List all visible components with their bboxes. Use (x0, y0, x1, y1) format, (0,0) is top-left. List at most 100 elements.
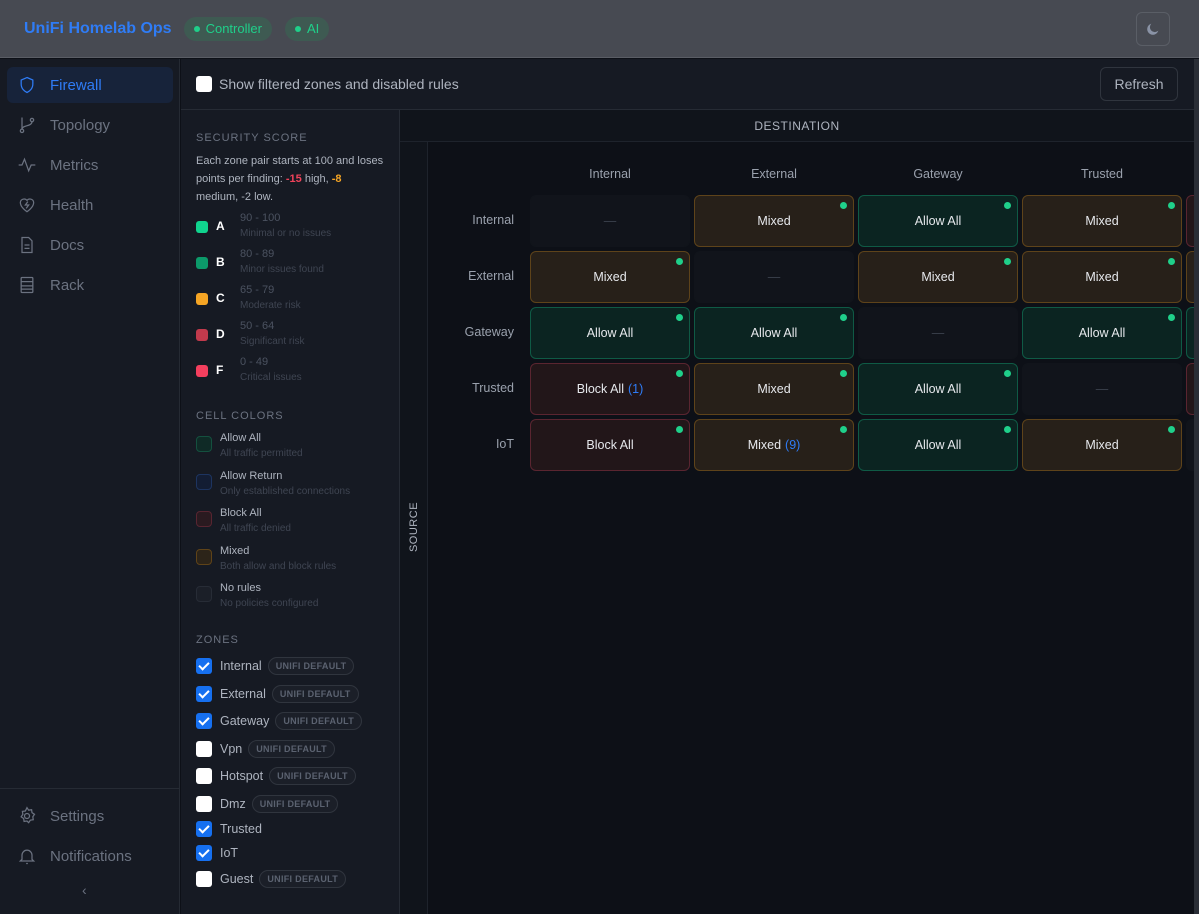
zone-checkbox[interactable] (196, 768, 212, 784)
zone-name[interactable]: Vpn (220, 742, 243, 756)
matrix-cell[interactable]: Allow All (1022, 307, 1182, 359)
row-header: IoT (495, 437, 514, 451)
zone-name[interactable]: Trusted (220, 822, 262, 836)
app-title[interactable]: UniFi Homelab Ops (24, 19, 172, 37)
sidebar-item-notifications[interactable]: Notifications (7, 838, 173, 874)
scrollbar[interactable] (1194, 59, 1199, 914)
theme-toggle-button[interactable] (1136, 12, 1170, 46)
matrix-cell[interactable]: Mixed (694, 363, 854, 415)
grade-indicator-dot (1004, 370, 1011, 377)
grade-letter: D (216, 327, 225, 341)
grade-b: B 80 - 89 Minor issues found (196, 248, 396, 282)
zone-name[interactable]: Guest (220, 872, 254, 886)
zone-checkbox[interactable] (196, 741, 212, 757)
column-header: Trusted (1081, 167, 1123, 181)
grade-swatch (196, 293, 208, 305)
matrix-cell[interactable]: Mixed (1022, 419, 1182, 471)
matrix-cell[interactable]: — (530, 195, 690, 247)
grade-a: A 90 - 100 Minimal or no issues (196, 212, 396, 246)
matrix-cell[interactable]: Mixed (694, 195, 854, 247)
row-header: Trusted (472, 381, 514, 395)
cell-color-swatch (196, 473, 212, 490)
zone-checkbox[interactable] (196, 658, 212, 674)
matrix-cell[interactable]: — (694, 251, 854, 303)
sidebar-item-rack[interactable]: Rack (7, 267, 173, 303)
matrix-cell[interactable] (1186, 363, 1194, 415)
toolbar: Show filtered zones and disabled rules R… (181, 59, 1199, 110)
zone-checkbox[interactable] (196, 845, 212, 861)
cell-colors-heading: CELL COLORS (196, 410, 284, 422)
sidebar-item-label: Notifications (50, 847, 132, 865)
grade-letter: B (216, 255, 225, 269)
grade-indicator-dot (840, 202, 847, 209)
high-penalty: -15 (285, 173, 302, 185)
matrix-cell[interactable] (1186, 251, 1194, 303)
sidebar-item-label: Settings (50, 807, 105, 825)
zone-checkbox[interactable] (196, 713, 212, 729)
matrix-cell[interactable]: Mixed (530, 251, 690, 303)
sidebar-item-docs[interactable]: Docs (7, 227, 173, 263)
zone-checkbox[interactable] (196, 686, 212, 702)
zone-checkbox[interactable] (196, 796, 212, 812)
activity-icon (18, 157, 36, 173)
grade-range: 80 - 89 (240, 248, 275, 260)
matrix-cell[interactable]: Allow All (694, 307, 854, 359)
matrix-cell[interactable]: Allow All (858, 419, 1018, 471)
unifi-default-badge: UNIFI DEFAULT (271, 685, 359, 703)
zone-name[interactable]: External (220, 687, 266, 701)
sidebar-item-label: Firewall (50, 76, 102, 94)
matrix-cell[interactable] (1186, 307, 1194, 359)
refresh-button[interactable]: Refresh (1100, 67, 1178, 101)
sidebar-item-topology[interactable]: Topology (7, 107, 173, 143)
sidebar-item-settings[interactable]: Settings (7, 798, 173, 834)
matrix-cell[interactable]: Allow All (858, 195, 1018, 247)
show-filtered-label[interactable]: Show filtered zones and disabled rules (219, 76, 459, 92)
cell-label: — (767, 270, 781, 284)
matrix-cell[interactable]: Mixed (1022, 195, 1182, 247)
matrix-cell[interactable]: Mixed (858, 251, 1018, 303)
grade-indicator-dot (676, 258, 683, 265)
unifi-default-badge: UNIFI DEFAULT (269, 767, 356, 785)
grade-range: 50 - 64 (240, 320, 275, 332)
badge-label: AI (306, 21, 320, 36)
sidebar-item-health[interactable]: Health (7, 187, 173, 223)
zone-filter-iot: IoT (196, 843, 238, 863)
zone-filter-vpn: Vpn UNIFI DEFAULT (196, 739, 335, 759)
zone-name[interactable]: Dmz (220, 797, 246, 811)
sidebar: Firewall Topology Metrics Health Docs Rack Set… (0, 59, 180, 914)
matrix-cell[interactable]: — (1022, 363, 1182, 415)
matrix-cell[interactable]: Mixed (1022, 251, 1182, 303)
sidebar-item-metrics[interactable]: Metrics (7, 147, 173, 183)
zone-name[interactable]: Gateway (220, 714, 270, 728)
sidebar-item-firewall[interactable]: Firewall (7, 67, 173, 103)
zone-name[interactable]: Internal (220, 659, 262, 673)
matrix-cell[interactable]: Allow All (858, 363, 1018, 415)
collapse-sidebar-button[interactable]: ‹ (82, 882, 87, 898)
zone-name[interactable]: IoT (220, 846, 239, 860)
grade-indicator-dot (1004, 426, 1011, 433)
grade-swatch (196, 257, 208, 269)
matrix-cell[interactable]: Block All (1) (530, 363, 690, 415)
grade-letter: A (216, 219, 225, 233)
zone-name[interactable]: Hotspot (220, 769, 264, 783)
cell-label: Allow All (914, 438, 962, 452)
grade-indicator-dot (1168, 202, 1175, 209)
cell-label: — (931, 326, 945, 340)
zone-checkbox[interactable] (196, 871, 212, 887)
cell-color-description: Both allow and block rules (220, 560, 337, 572)
cell-label: Allow All (914, 214, 962, 228)
matrix-cell[interactable]: Allow All (530, 307, 690, 359)
matrix-cell[interactable] (1186, 419, 1194, 471)
show-filtered-checkbox[interactable] (196, 76, 212, 92)
grade-swatch (196, 329, 208, 341)
zone-checkbox[interactable] (196, 821, 212, 837)
matrix-cell[interactable]: — (858, 307, 1018, 359)
grade-indicator-dot (840, 370, 847, 377)
matrix-cell[interactable]: Block All (530, 419, 690, 471)
grade-range: 90 - 100 (240, 212, 281, 224)
matrix-cell[interactable]: Mixed (9) (694, 419, 854, 471)
matrix-cell[interactable] (1186, 195, 1194, 247)
cell-label: Mixed (1085, 214, 1119, 228)
grade-indicator-dot (1168, 258, 1175, 265)
zone-matrix: DESTINATION SOURCE Internal External Gatew… (400, 110, 1194, 914)
